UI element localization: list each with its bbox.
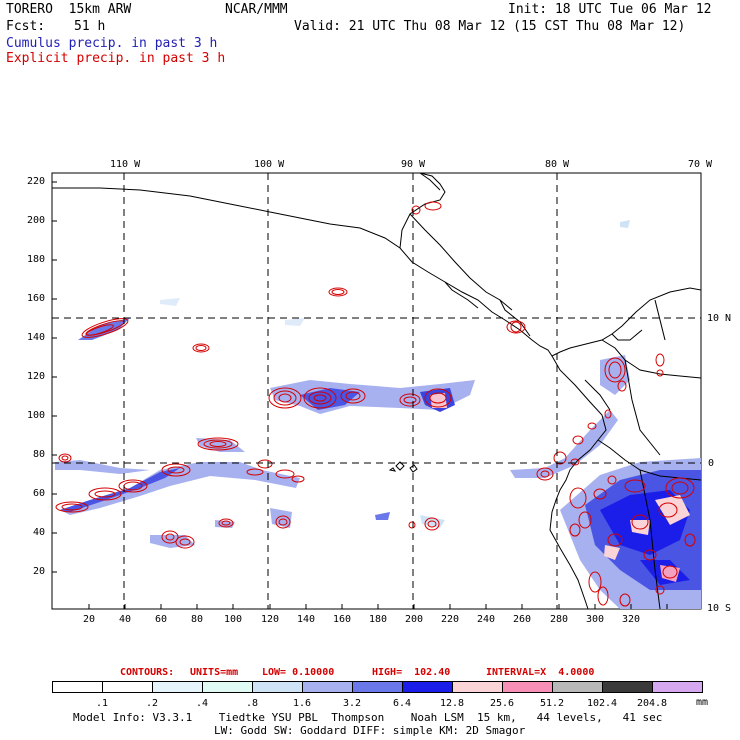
legend-swatch — [52, 681, 103, 693]
legend-label: .4 — [195, 698, 209, 709]
y-tick: 40 — [33, 527, 46, 538]
contour-high: HIGH= 102.40 — [372, 667, 451, 678]
legend-label: 51.2 — [539, 698, 565, 709]
model-info: Model Info: V3.3.1 Tiedtke YSU PBL Thomp… — [73, 711, 663, 724]
physics-info: LW: Godd SW: Goddard DIFF: simple KM: 2D… — [214, 724, 526, 737]
legend-swatch — [652, 681, 703, 693]
valid-time: Valid: 21 UTC Thu 08 Mar 12 (15 CST Thu … — [294, 19, 686, 34]
x-tick: 100 — [224, 614, 243, 625]
x-tick: 60 — [155, 614, 168, 625]
x-tick: 200 — [405, 614, 424, 625]
legend-swatch — [252, 681, 303, 693]
legend-label: 3.2 — [342, 698, 362, 709]
x-tick: 160 — [333, 614, 352, 625]
x-tick: 20 — [83, 614, 96, 625]
x-tick: 180 — [369, 614, 388, 625]
y-tick: 140 — [27, 332, 46, 343]
y-tick: 120 — [27, 371, 46, 382]
x-tick: 260 — [513, 614, 532, 625]
legend-label: .1 — [95, 698, 109, 709]
cumulus-precip-title: Cumulus precip. in past 3 h — [6, 36, 218, 51]
init-time: Init: 18 UTC Tue 06 Mar 12 — [508, 2, 712, 17]
x-tick: 140 — [297, 614, 316, 625]
y-tick: 200 — [27, 215, 46, 226]
y-tick: 160 — [27, 293, 46, 304]
lat-label-10n: 10 N — [707, 313, 732, 324]
legend-swatch — [452, 681, 503, 693]
legend-swatch — [602, 681, 653, 693]
x-tick: 240 — [477, 614, 496, 625]
heavy-precip-shading — [430, 393, 690, 582]
contour-units: UNITS=mm — [190, 667, 239, 678]
x-tick: 80 — [191, 614, 204, 625]
lon-label-90w: 90 W — [401, 159, 426, 170]
contour-low: LOW= 0.10000 — [262, 667, 335, 678]
legend-unit: mm — [696, 697, 709, 708]
x-tick: 320 — [622, 614, 641, 625]
forecast-label: Fcst: — [6, 19, 46, 34]
legend-swatch — [352, 681, 403, 693]
latlon-grid — [52, 173, 701, 609]
legend-swatch — [402, 681, 453, 693]
axis-ticks — [52, 181, 668, 609]
legend-label: .2 — [145, 698, 159, 709]
y-tick: 80 — [33, 449, 46, 460]
y-tick: 100 — [27, 410, 46, 421]
y-tick: 60 — [33, 488, 46, 499]
x-tick: 220 — [441, 614, 460, 625]
legend-swatch — [552, 681, 603, 693]
lon-label-110w: 110 W — [110, 159, 141, 170]
contour-interval: INTERVAL=X 4.0000 — [486, 667, 595, 678]
lon-label-80w: 80 W — [545, 159, 570, 170]
model-title: TORERO 15km ARW — [6, 2, 132, 17]
legend-label: 102.4 — [586, 698, 618, 709]
legend-swatch — [152, 681, 203, 693]
forecast-hour: 51 h — [74, 19, 106, 34]
explicit-precip-title: Explicit precip. in past 3 h — [6, 51, 226, 66]
x-tick: 120 — [261, 614, 280, 625]
legend-label: 12.8 — [439, 698, 465, 709]
legend-label: .8 — [245, 698, 259, 709]
legend-label: 204.8 — [636, 698, 668, 709]
explicit-precip-contours — [55, 201, 696, 607]
legend-label: 25.6 — [489, 698, 515, 709]
legend-swatch — [102, 681, 153, 693]
lat-label-10s: 10 S — [707, 603, 732, 614]
x-tick: 280 — [550, 614, 569, 625]
x-tick: 40 — [119, 614, 132, 625]
legend-label: 1.6 — [292, 698, 312, 709]
legend-swatch — [202, 681, 253, 693]
organization-label: NCAR/MMM — [225, 2, 288, 17]
lon-label-100w: 100 W — [254, 159, 285, 170]
legend-swatch — [502, 681, 553, 693]
y-tick: 180 — [27, 254, 46, 265]
y-tick: 20 — [33, 566, 46, 577]
lon-label-70w: 70 W — [688, 159, 713, 170]
legend-swatch — [302, 681, 353, 693]
lat-label-0: 0 — [708, 458, 715, 469]
legend-label: 6.4 — [392, 698, 412, 709]
x-tick: 300 — [586, 614, 605, 625]
y-tick: 220 — [27, 176, 46, 187]
contour-label: CONTOURS: — [120, 667, 175, 678]
